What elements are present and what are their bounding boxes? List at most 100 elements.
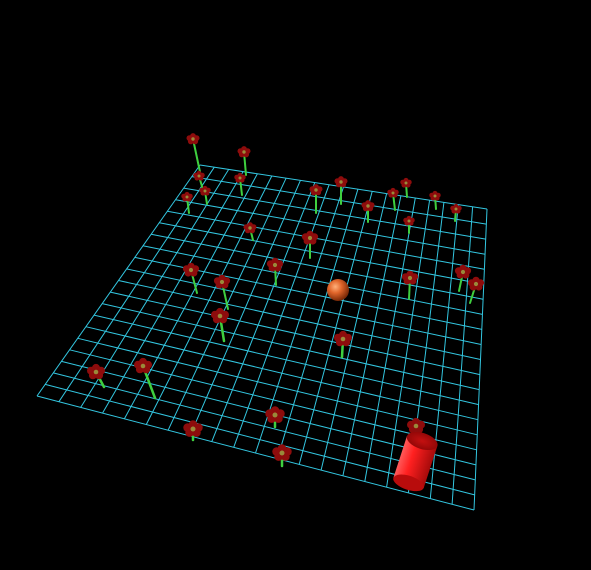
flower-center xyxy=(238,176,242,180)
grid-line xyxy=(118,280,481,360)
flower-petal xyxy=(234,174,240,180)
flower xyxy=(265,406,285,423)
grid-line xyxy=(93,314,479,406)
flower-center xyxy=(460,269,466,275)
flower xyxy=(301,230,319,245)
flower-petal xyxy=(334,333,342,342)
flower-petal xyxy=(87,366,95,375)
flower xyxy=(181,191,193,202)
flower xyxy=(87,363,105,380)
grid-line xyxy=(364,197,416,482)
flower-petal xyxy=(407,420,415,429)
flower xyxy=(334,330,352,347)
flower xyxy=(183,420,203,437)
flower-petal xyxy=(134,360,142,369)
flower-petal xyxy=(265,409,274,418)
grid-line xyxy=(342,195,402,476)
flower-center xyxy=(340,336,346,342)
flower-center xyxy=(339,180,343,184)
flower xyxy=(213,274,231,289)
grid-line xyxy=(77,337,478,436)
flower-center xyxy=(433,194,437,198)
flower-center xyxy=(407,219,411,223)
flower-petal xyxy=(186,135,193,142)
flower-center xyxy=(473,281,479,287)
flower-center xyxy=(217,313,223,319)
flower-center xyxy=(454,207,458,211)
flower xyxy=(134,357,152,374)
flower xyxy=(454,264,472,279)
player-cylinder[interactable] xyxy=(391,428,440,494)
flower-petal xyxy=(213,277,222,285)
flower-center xyxy=(314,188,318,192)
flower-heads xyxy=(87,133,485,461)
flower xyxy=(199,185,211,196)
flower-stem xyxy=(192,138,201,173)
flower-petal xyxy=(387,189,393,195)
flower-center xyxy=(272,412,278,418)
grid-line xyxy=(320,193,388,471)
flower xyxy=(361,200,375,212)
flower xyxy=(309,184,323,196)
flower-petal xyxy=(334,178,341,185)
flower-center xyxy=(188,267,194,273)
flower xyxy=(193,170,205,181)
flower-center xyxy=(248,226,252,230)
flower xyxy=(400,177,412,188)
flower-center xyxy=(140,363,146,369)
flower-center xyxy=(191,137,195,141)
flower-center xyxy=(279,450,285,456)
flower-petal xyxy=(183,423,192,432)
ball[interactable] xyxy=(327,279,349,301)
flower-petal xyxy=(272,447,281,456)
flower-petal xyxy=(467,279,476,287)
flower xyxy=(266,257,284,272)
flower-center xyxy=(413,423,419,429)
flower-petal xyxy=(401,273,410,281)
grid-line xyxy=(298,191,373,465)
flower xyxy=(272,444,292,461)
flower-center xyxy=(190,426,196,432)
flower-petal xyxy=(400,179,406,185)
flower xyxy=(450,203,462,214)
flower xyxy=(211,307,229,324)
flower xyxy=(407,417,425,434)
flower xyxy=(182,262,200,277)
flower-petal xyxy=(403,217,409,223)
flower-petal xyxy=(454,267,463,275)
grid-line xyxy=(85,326,479,421)
flower-petal xyxy=(429,192,435,198)
flower xyxy=(234,172,246,183)
flower xyxy=(243,222,257,234)
grid-line xyxy=(386,200,431,488)
grid-line xyxy=(36,395,475,511)
flower xyxy=(401,270,419,285)
flower-center xyxy=(203,189,207,193)
flower-petal xyxy=(450,205,456,211)
flower-petal xyxy=(301,233,310,241)
flower-petal xyxy=(181,193,187,199)
flower-petal xyxy=(361,202,368,209)
flower-center xyxy=(197,174,201,178)
flower-petal xyxy=(182,265,191,273)
grid-line xyxy=(276,189,359,459)
flower-petal xyxy=(211,310,219,319)
flower-center xyxy=(93,369,99,375)
flower-center xyxy=(185,195,189,199)
flower xyxy=(403,215,415,226)
flower-petal xyxy=(243,224,250,231)
flower-center xyxy=(307,235,313,241)
flower-center xyxy=(391,191,395,195)
flower-petal xyxy=(266,260,275,268)
flower-center xyxy=(366,204,370,208)
flower-petal xyxy=(309,186,316,193)
grid-line xyxy=(451,206,474,505)
grid-line xyxy=(110,291,481,376)
flower-center xyxy=(242,150,246,154)
flower xyxy=(387,187,399,198)
flower xyxy=(334,176,348,188)
flower-petal xyxy=(237,148,244,155)
grid-line xyxy=(102,303,480,391)
flower-petal xyxy=(193,172,199,178)
